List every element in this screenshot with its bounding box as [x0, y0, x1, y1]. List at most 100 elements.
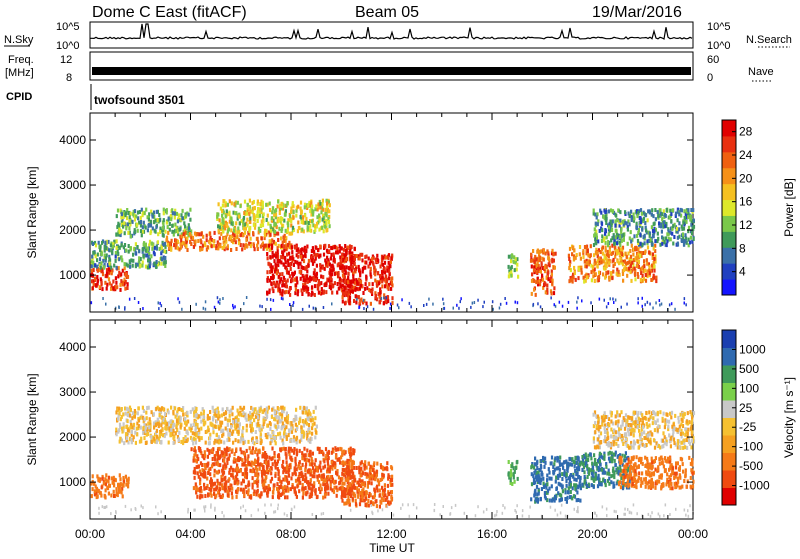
ground-scatter-cell — [517, 301, 519, 304]
ground-scatter-cell — [537, 302, 539, 305]
data-cell — [197, 471, 199, 475]
data-cell — [150, 220, 152, 224]
data-cell — [119, 283, 121, 287]
data-cell — [115, 259, 117, 263]
data-cell — [168, 441, 170, 445]
data-cell — [644, 221, 646, 225]
data-cell — [96, 495, 98, 499]
data-cell — [277, 432, 279, 436]
data-cell — [262, 201, 264, 205]
data-cell — [612, 264, 614, 268]
data-cell — [682, 232, 684, 236]
data-cell — [219, 447, 221, 451]
data-cell — [657, 232, 659, 236]
data-cell — [271, 216, 273, 220]
data-cell — [276, 482, 278, 486]
data-cell — [568, 279, 570, 283]
data-cell — [264, 479, 266, 483]
data-cell — [210, 488, 212, 492]
data-cell — [235, 211, 237, 215]
data-cell — [324, 267, 326, 271]
data-cell — [376, 489, 378, 493]
data-cell — [328, 209, 330, 213]
data-cell — [170, 217, 172, 221]
ground-scatter-cell — [612, 298, 614, 301]
data-cell — [204, 463, 206, 467]
data-cell — [117, 274, 119, 278]
data-cell — [123, 245, 125, 249]
data-cell — [262, 465, 264, 469]
data-cell — [624, 259, 626, 263]
data-cell — [248, 461, 250, 465]
data-cell — [122, 476, 124, 480]
data-cell — [209, 231, 211, 235]
data-cell — [267, 214, 269, 218]
data-cell — [195, 426, 197, 430]
data-cell — [142, 225, 144, 229]
data-cell — [282, 421, 284, 425]
data-cell — [373, 265, 375, 269]
ground-scatter-cell — [610, 297, 612, 300]
data-cell — [327, 468, 329, 472]
data-cell — [172, 436, 174, 440]
data-cell — [245, 485, 247, 489]
data-cell — [274, 474, 276, 478]
data-cell — [91, 494, 93, 498]
data-cell — [634, 272, 636, 276]
data-cell — [99, 245, 101, 249]
data-cell — [137, 411, 139, 415]
data-cell — [302, 496, 304, 500]
data-cell — [344, 244, 346, 248]
data-cell — [153, 262, 155, 266]
data-cell — [387, 299, 389, 303]
data-cell — [293, 210, 295, 214]
ground-scatter-cell — [562, 305, 564, 308]
freq-tick-low: 8 — [66, 72, 72, 84]
data-cell — [168, 410, 170, 414]
data-cell — [160, 441, 162, 445]
y-axis-label: Slant Range [km] — [25, 166, 39, 258]
ground-scatter-cell — [134, 297, 136, 300]
data-cell — [184, 417, 186, 421]
data-cell — [286, 460, 288, 464]
data-cell — [302, 492, 304, 496]
data-cell — [173, 441, 175, 445]
data-cell — [319, 245, 321, 249]
data-cell — [267, 222, 269, 226]
data-cell — [620, 230, 622, 234]
ground-scatter-cell — [102, 297, 104, 300]
data-cell — [218, 427, 220, 431]
data-cell — [648, 251, 650, 255]
data-cell — [241, 430, 243, 434]
data-cell — [570, 278, 572, 282]
nave-tick-high: 60 — [707, 54, 719, 66]
data-cell — [644, 251, 646, 255]
data-cell — [109, 281, 111, 285]
nave-tick-low: 0 — [707, 72, 713, 84]
data-cell — [203, 483, 205, 487]
data-cell — [552, 252, 554, 256]
data-cell — [643, 217, 645, 221]
data-cell — [121, 430, 123, 434]
data-cell — [278, 218, 280, 222]
data-cell — [661, 242, 663, 246]
data-cell — [297, 229, 299, 233]
data-cell — [693, 219, 695, 223]
freq-panel-frame — [90, 52, 693, 80]
data-cell — [270, 434, 272, 438]
data-cell — [134, 228, 136, 232]
data-cell — [219, 218, 221, 222]
data-cell — [279, 279, 281, 283]
data-cell — [532, 249, 534, 253]
data-cell — [612, 219, 614, 223]
data-cell — [274, 460, 276, 464]
noise-tick-low-left: 10^0 — [56, 40, 80, 52]
data-cell — [227, 432, 229, 436]
data-cell — [126, 436, 128, 440]
data-cell — [287, 279, 289, 283]
data-cell — [687, 215, 689, 219]
data-cell — [349, 295, 351, 299]
data-cell — [138, 221, 140, 225]
data-cell — [612, 270, 614, 274]
